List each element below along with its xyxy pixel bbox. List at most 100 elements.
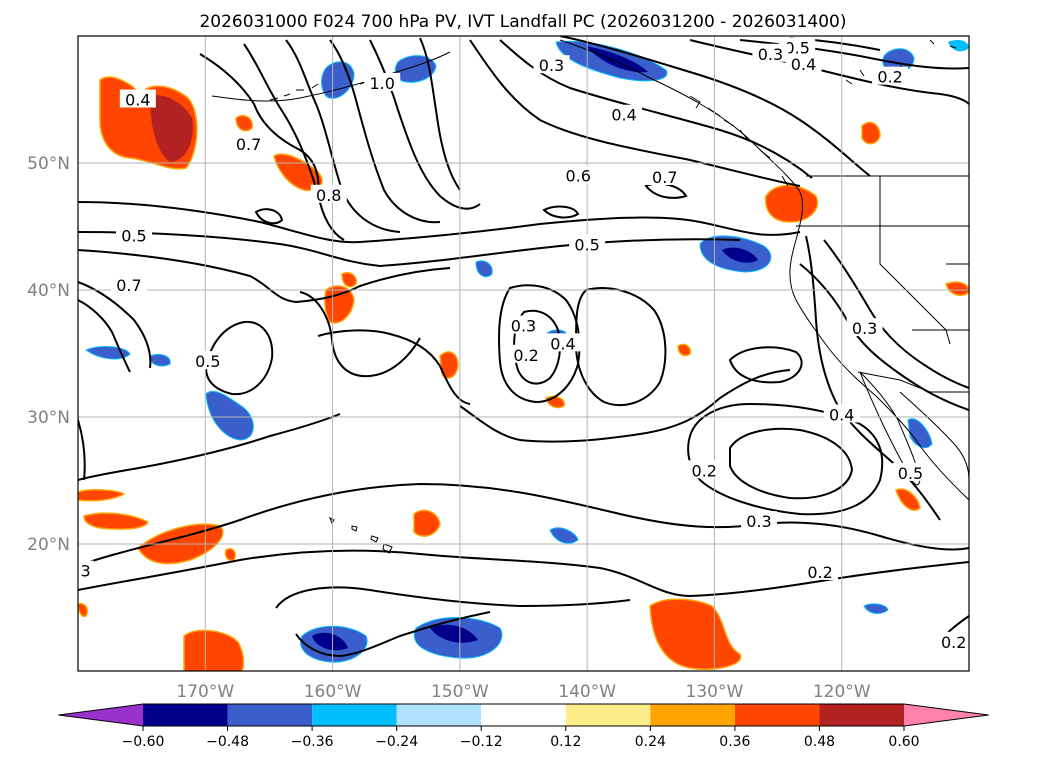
colorbar-bin — [312, 704, 397, 726]
contour-label-bg — [646, 166, 683, 185]
lon-tick-label: 150°W — [431, 682, 489, 702]
contour-label-bg — [544, 333, 581, 352]
pv-contour — [317, 329, 471, 405]
contour-label: 0.3 — [511, 317, 536, 336]
contour-label-bg — [310, 184, 347, 203]
alaska-aleutian-coastline — [211, 51, 451, 102]
colorbar-bin — [734, 704, 820, 726]
pv-contour — [78, 413, 341, 481]
contour-label-bg — [846, 318, 883, 337]
contour-label-bg — [606, 104, 643, 123]
colorbar-bin — [143, 704, 228, 726]
pv-contour — [419, 37, 461, 191]
contour-label-bg — [119, 89, 156, 108]
contour-label: 0.3 — [746, 512, 771, 531]
colorbar-bin — [650, 704, 735, 726]
pv-anom-pos-region — [413, 509, 441, 537]
pv-contour — [204, 320, 274, 396]
pv-contour — [459, 369, 791, 443]
contour-label: 0.5 — [898, 464, 923, 483]
pv-anom-neg-region — [948, 40, 969, 52]
pv-anom-pos-region — [677, 343, 692, 357]
colorbar-bin — [565, 704, 651, 726]
pv-anom-pos-region — [78, 489, 126, 502]
contour-label-bg — [802, 561, 839, 580]
colorbar-extend-min — [58, 704, 143, 726]
contour-label: 0.3 — [852, 319, 877, 338]
pv-contour — [542, 205, 580, 219]
pv-contour — [243, 43, 345, 241]
pv-anom-neg-region — [312, 632, 348, 651]
pv-anom-pos-region — [945, 281, 969, 297]
lon-tick-label: 170°W — [176, 682, 234, 702]
contour-label: 0.5 — [784, 38, 809, 57]
contour-label: 0.4 — [550, 334, 575, 353]
pv-contour — [799, 263, 969, 411]
contour-label: 0.7 — [116, 276, 141, 295]
colorbar-tick-label: −0.36 — [291, 734, 334, 750]
lon-tick-label: 120°W — [813, 682, 871, 702]
pv-contour — [469, 39, 801, 187]
gulf-of-california-coastline — [899, 391, 969, 481]
contour-label-bg — [364, 72, 401, 91]
contour-label: 0.5 — [121, 226, 146, 245]
lon-tick-label: 130°W — [686, 682, 744, 702]
colorbar-tick-label: 0.60 — [888, 734, 919, 750]
colorbar-tick-label: 0.12 — [550, 734, 581, 750]
contour-label: 0.2 — [807, 563, 832, 582]
pv-contour — [728, 346, 803, 384]
colorbar-tick-label: 0.48 — [804, 734, 835, 750]
pv-anom-pos-region — [224, 548, 237, 562]
contour-label-bg — [110, 274, 147, 293]
lat-tick-label: 50°N — [27, 154, 70, 174]
pv-contour — [78, 419, 86, 481]
contour-label: 0.2 — [513, 346, 538, 365]
contour-label: 0.8 — [316, 186, 341, 205]
longitude-tick-labels: 170°W 160°W 150°W 140°W 130°W 120°W — [176, 682, 870, 702]
contour-label-bg — [230, 133, 267, 152]
pv-anom-neg-region — [722, 247, 758, 263]
contour-label: 0.2 — [941, 633, 966, 652]
pv-anom-neg-region — [149, 353, 171, 367]
contour-label: 0.5 — [574, 235, 599, 254]
contour-labels: 0.50.30.40.20.31.00.40.40.70.80.6 0.70.5 0… — [78, 37, 969, 652]
pv-contour — [78, 482, 969, 567]
pv-anom-neg-region — [586, 46, 648, 73]
contour-label: 0.2 — [877, 68, 902, 87]
contour-label: 0.3 — [758, 45, 783, 64]
contour-label-bg — [752, 43, 789, 62]
pv-contour — [299, 291, 421, 378]
gridlines — [78, 36, 969, 671]
lon-tick-label: 160°W — [304, 682, 362, 702]
contour-label: 0.4 — [829, 405, 854, 424]
lat-tick-label: 40°N — [27, 281, 70, 301]
contour-label-bg — [78, 560, 94, 579]
pv-contour — [78, 299, 131, 373]
contour-label: 0.4 — [611, 106, 636, 125]
colorbar: −0.60 −0.48 −0.36 −0.24 −0.12 0.12 0.24 0.36 0.4… — [58, 703, 989, 750]
contour-label: 0.4 — [125, 91, 150, 110]
pv-contour — [295, 611, 491, 658]
pv-anom-pos-region — [183, 629, 245, 671]
pv-anom-pos-region — [861, 121, 881, 145]
contour-label-bg — [508, 344, 545, 363]
contour-label: 0.7 — [236, 135, 261, 154]
colorbar-extend-max — [904, 704, 989, 726]
colorbar-bin — [481, 704, 566, 726]
coastlines — [211, 39, 969, 554]
contour-label-bg — [533, 55, 570, 74]
lat-tick-label: 30°N — [27, 408, 70, 428]
pv-contour — [78, 249, 451, 304]
pv-anom-pos-region — [78, 602, 89, 618]
contour-label: 0.2 — [692, 461, 717, 480]
colorbar-tick-label: −0.12 — [460, 734, 503, 750]
pv-contour — [254, 208, 284, 225]
contour-label: 0.7 — [652, 168, 677, 187]
contour-label-bg — [189, 351, 226, 370]
pv-contour — [199, 53, 320, 197]
colorbar-tick-label: −0.60 — [122, 734, 165, 750]
pv-contour — [285, 39, 401, 233]
contour-label-bg — [116, 225, 153, 244]
contour-label-bg — [560, 165, 597, 184]
